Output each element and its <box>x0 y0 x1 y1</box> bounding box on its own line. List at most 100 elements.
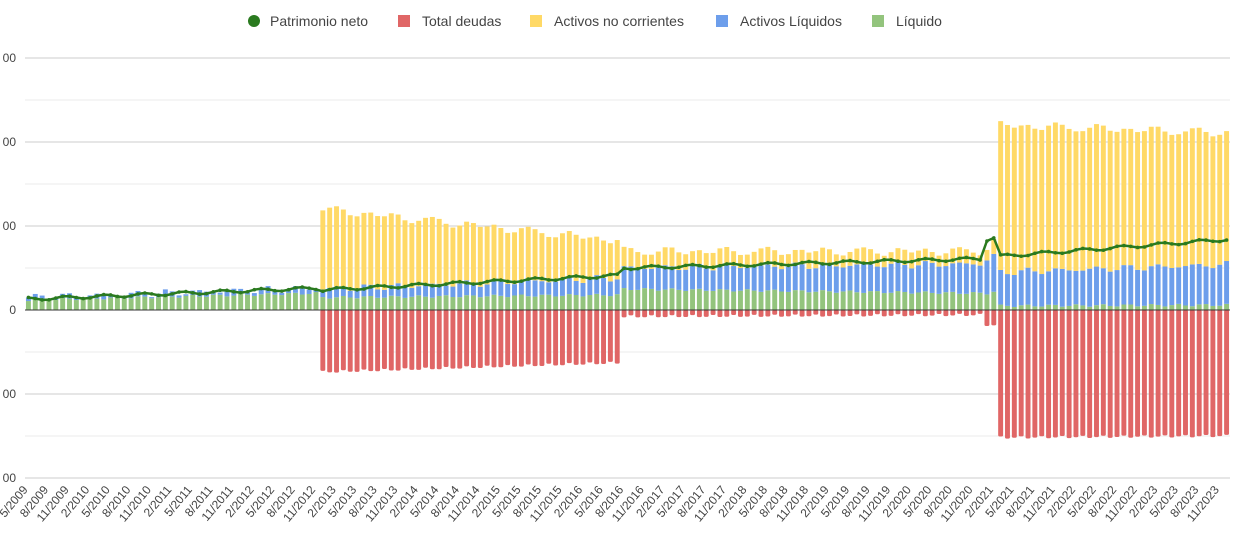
bar-activos-liquidos <box>642 268 648 289</box>
bar-total-deudas <box>1169 310 1175 438</box>
bar-activos-liquidos <box>690 264 696 290</box>
bar-total-deudas <box>587 310 593 363</box>
bar-total-deudas <box>1066 310 1072 439</box>
patrimonio-neto-point <box>1101 248 1106 253</box>
bar-activos-liquidos <box>470 282 476 296</box>
bar-liquido <box>190 294 196 310</box>
bar-activos-liquidos <box>614 279 620 295</box>
patrimonio-neto-point <box>991 236 996 240</box>
bar-liquido <box>895 291 901 310</box>
bar-activos-no-corrientes <box>642 254 648 269</box>
bar-activos-liquidos <box>1032 271 1038 307</box>
patrimonio-neto-point <box>711 265 715 270</box>
patrimonio-neto-point <box>896 259 900 264</box>
bar-activos-no-corrientes <box>423 217 428 285</box>
bar-liquido <box>1128 304 1134 310</box>
bar-total-deudas <box>943 310 949 317</box>
bar-activos-liquidos <box>559 278 565 296</box>
bar-activos-no-corrientes <box>1025 124 1031 268</box>
bar-activos-no-corrientes <box>1039 129 1045 275</box>
legend-marker-patrimonio-neto <box>248 15 260 27</box>
bar-activos-liquidos <box>1080 270 1086 306</box>
bar-activos-no-corrientes <box>594 236 600 276</box>
bar-total-deudas <box>717 310 723 318</box>
bar-liquido <box>553 296 559 310</box>
bar-activos-no-corrientes <box>888 252 894 264</box>
patrimonio-neto-point <box>588 276 592 281</box>
bar-total-deudas <box>375 310 381 372</box>
patrimonio-neto-point <box>136 292 140 296</box>
bar-total-deudas <box>464 310 470 367</box>
bar-activos-liquidos <box>868 264 874 292</box>
bar-total-deudas <box>381 310 387 369</box>
patrimonio-neto-point <box>382 284 387 288</box>
patrimonio-neto-point <box>882 257 887 262</box>
bar-activos-liquidos <box>395 283 401 297</box>
bar-activos-no-corrientes <box>1203 131 1209 267</box>
bar-liquido <box>902 291 908 310</box>
bar-activos-no-corrientes <box>696 250 702 264</box>
patrimonio-neto-point <box>998 253 1003 257</box>
bar-activos-liquidos <box>409 287 415 297</box>
patrimonio-neto-point <box>683 263 688 268</box>
bar-activos-no-corrientes <box>731 251 737 267</box>
patrimonio-neto-point <box>944 259 948 264</box>
bar-liquido <box>272 294 278 310</box>
bar-activos-liquidos <box>573 280 579 295</box>
patrimonio-neto-point <box>1135 245 1140 250</box>
bar-liquido <box>457 297 463 310</box>
bar-activos-no-corrientes <box>443 223 449 286</box>
bar-total-deudas <box>991 310 997 326</box>
patrimonio-neto-point <box>478 281 483 286</box>
bar-activos-liquidos <box>334 286 339 298</box>
patrimonio-neto-point <box>690 262 695 267</box>
bar-total-deudas <box>683 310 689 317</box>
bar-total-deudas <box>813 310 819 315</box>
patrimonio-neto-point <box>772 261 777 265</box>
patrimonio-neto-point <box>718 263 722 268</box>
bar-total-deudas <box>833 310 839 315</box>
bar-liquido <box>1094 305 1099 310</box>
bar-activos-liquidos <box>1018 270 1024 306</box>
bar-activos-liquidos <box>1073 270 1079 305</box>
bar-activos-no-corrientes <box>628 248 634 267</box>
bar-liquido <box>833 292 839 310</box>
patrimonio-neto-point <box>81 296 85 301</box>
bar-activos-liquidos <box>512 284 517 296</box>
patrimonio-neto-point <box>163 293 168 298</box>
bar-activos-liquidos <box>498 280 504 296</box>
bar-activos-no-corrientes <box>340 209 346 289</box>
bar-activos-liquidos <box>724 264 730 290</box>
bar-activos-liquidos <box>388 285 394 296</box>
patrimonio-neto-point <box>1142 245 1147 249</box>
bar-total-deudas <box>361 310 367 370</box>
bar-liquido <box>573 294 579 310</box>
bar-total-deudas <box>881 310 887 317</box>
bar-activos-liquidos <box>963 263 969 294</box>
bar-liquido <box>245 294 250 310</box>
bar-total-deudas <box>724 310 730 317</box>
bar-total-deudas <box>738 310 743 317</box>
patrimonio-neto-point <box>834 261 839 265</box>
bar-total-deudas <box>573 310 579 365</box>
bar-total-deudas <box>806 310 812 317</box>
bar-total-deudas <box>607 310 613 362</box>
bar-activos-no-corrientes <box>320 210 326 290</box>
patrimonio-neto-point <box>437 283 442 288</box>
bar-total-deudas <box>1039 310 1045 437</box>
patrimonio-neto-point <box>581 275 585 279</box>
patrimonio-neto-point <box>601 274 606 278</box>
bar-total-deudas <box>1155 310 1161 437</box>
patrimonio-neto-point <box>190 291 195 295</box>
bar-liquido <box>491 294 497 310</box>
bar-activos-liquidos <box>299 287 305 295</box>
bar-activos-no-corrientes <box>381 216 387 290</box>
bar-liquido <box>176 297 182 310</box>
bar-liquido <box>87 297 93 310</box>
bar-activos-liquidos <box>881 267 887 294</box>
patrimonio-neto-point <box>594 276 599 280</box>
bar-activos-liquidos <box>779 269 785 292</box>
bar-liquido <box>1046 304 1052 310</box>
bar-liquido <box>854 292 860 310</box>
